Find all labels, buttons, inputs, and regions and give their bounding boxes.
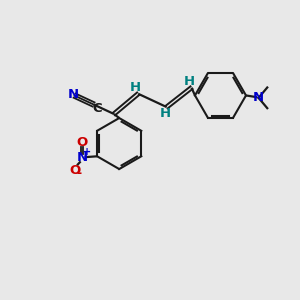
Text: +: + bbox=[82, 147, 91, 158]
Text: N: N bbox=[76, 151, 88, 164]
Text: -: - bbox=[76, 167, 81, 180]
Text: C: C bbox=[93, 103, 102, 116]
Text: H: H bbox=[159, 107, 170, 120]
Text: H: H bbox=[129, 81, 140, 94]
Text: O: O bbox=[69, 164, 80, 177]
Text: H: H bbox=[183, 76, 194, 88]
Text: N: N bbox=[68, 88, 79, 101]
Text: N: N bbox=[253, 91, 264, 104]
Text: O: O bbox=[76, 136, 88, 149]
